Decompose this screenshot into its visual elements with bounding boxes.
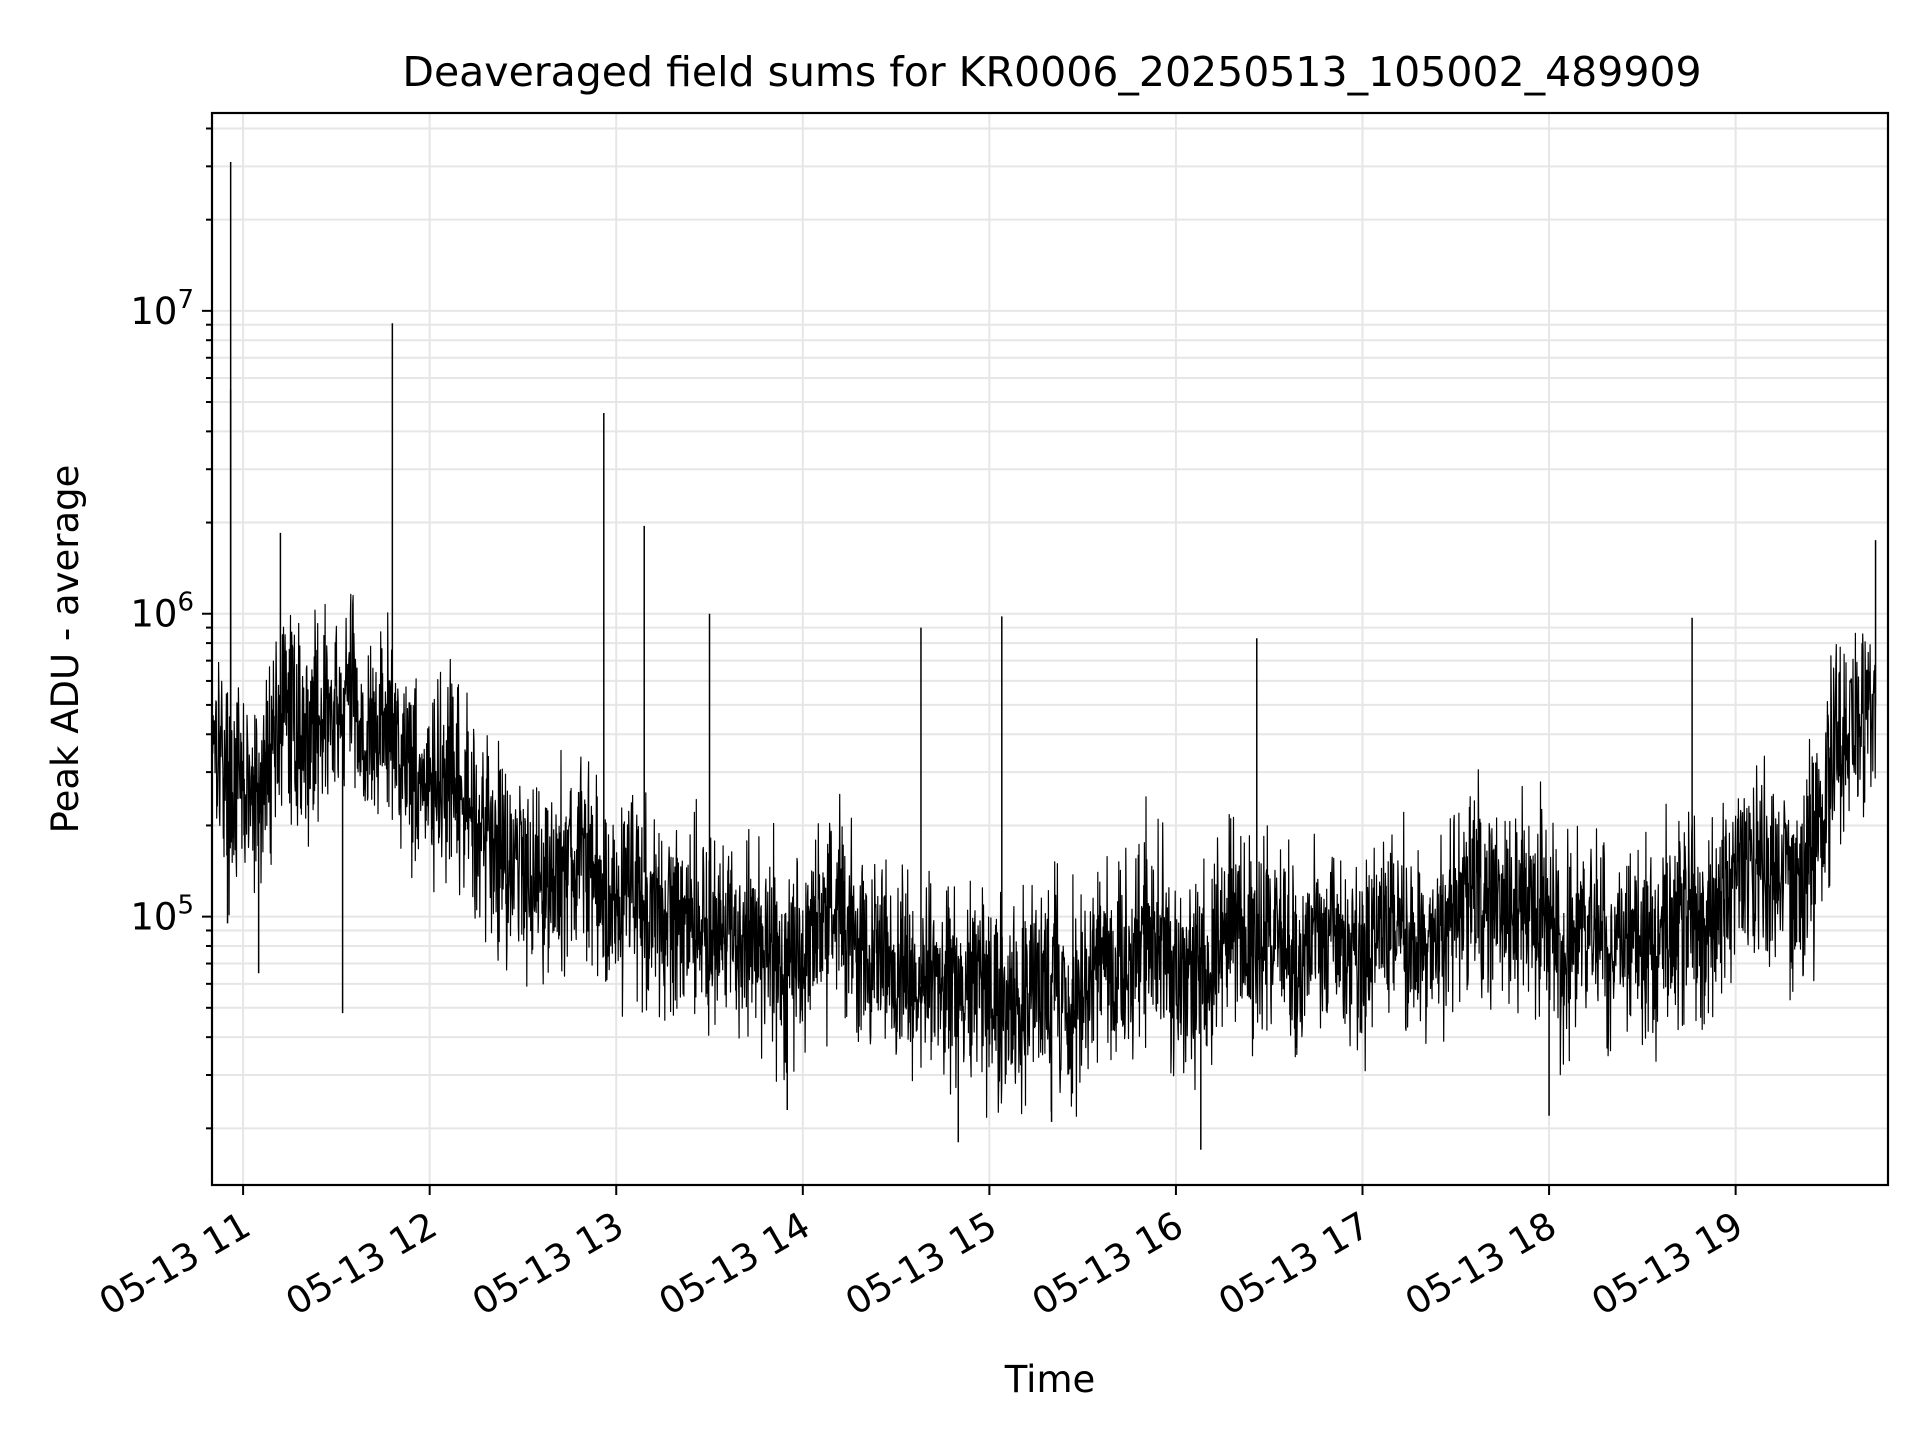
x-axis-label: Time: [1004, 1358, 1096, 1401]
data-series: [211, 162, 1877, 1150]
y-axis: 105 106 107: [130, 127, 212, 1130]
y-tick-label: 106: [130, 588, 194, 636]
chart-title: Deaveraged field sums for KR0006_2025051…: [402, 48, 1701, 96]
series-line: [211, 593, 1877, 1118]
y-tick-label: 107: [130, 285, 194, 333]
y-tick-label: 105: [130, 891, 194, 939]
plot-frame: [210, 111, 1890, 1187]
y-axis-label: Peak ADU - average: [44, 465, 87, 834]
